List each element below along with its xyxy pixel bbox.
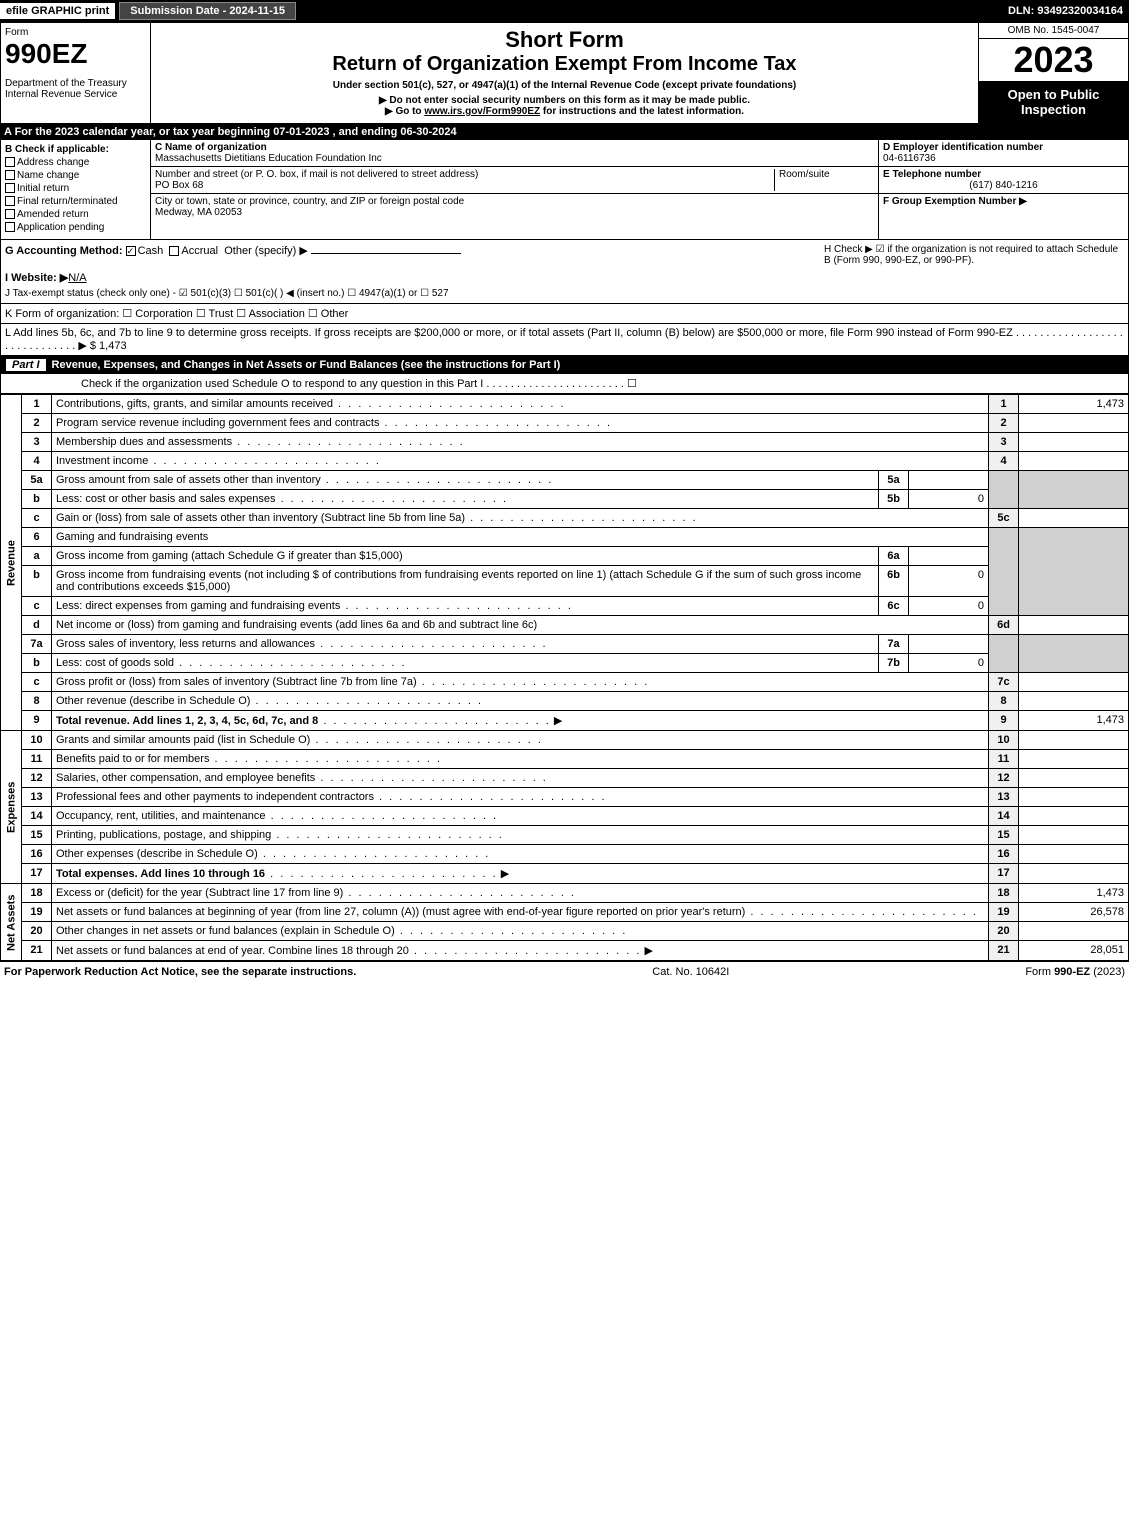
- chk-address[interactable]: Address change: [5, 157, 146, 168]
- street: PO Box 68: [155, 180, 203, 191]
- header-left: Form 990EZ Department of the Treasury In…: [1, 23, 151, 123]
- org-name-row: C Name of organization Massachusetts Die…: [151, 140, 878, 167]
- ein-label: D Employer identification number: [883, 142, 1043, 153]
- city-label: City or town, state or province, country…: [155, 196, 464, 207]
- part1-header: Part I Revenue, Expenses, and Changes in…: [0, 356, 1129, 374]
- chk-accrual[interactable]: [169, 246, 179, 256]
- street-row: Number and street (or P. O. box, if mail…: [151, 167, 878, 194]
- return-title: Return of Organization Exempt From Incom…: [155, 53, 974, 76]
- row-h: H Check ▶ ☑ if the organization is not r…: [824, 244, 1124, 299]
- footer-mid: Cat. No. 10642I: [356, 966, 1025, 978]
- dln: DLN: 93492320034164: [1002, 3, 1129, 19]
- open-inspection: Open to Public Inspection: [979, 81, 1128, 123]
- header-mid: Short Form Return of Organization Exempt…: [151, 23, 978, 123]
- row-k: K Form of organization: ☐ Corporation ☐ …: [0, 304, 1129, 324]
- submission-date: Submission Date - 2024-11-15: [119, 2, 296, 20]
- line1-val: 1,473: [1019, 395, 1129, 414]
- grp-row: F Group Exemption Number ▶: [879, 194, 1128, 209]
- col-c: C Name of organization Massachusetts Die…: [151, 140, 878, 239]
- section-ghij: G Accounting Method: Cash Accrual Other …: [0, 240, 1129, 304]
- expenses-label: Expenses: [1, 731, 22, 884]
- row-l: L Add lines 5b, 6c, and 7b to line 9 to …: [0, 324, 1129, 356]
- omb-number: OMB No. 1545-0047: [979, 23, 1128, 39]
- netassets-label: Net Assets: [1, 884, 22, 961]
- col-d: D Employer identification number 04-6116…: [878, 140, 1128, 239]
- irs-link[interactable]: www.irs.gov/Form990EZ: [424, 106, 540, 117]
- ein: 04-6116736: [883, 153, 936, 164]
- part1-title: Revenue, Expenses, and Changes in Net As…: [52, 359, 561, 371]
- ssn-note: ▶ Do not enter social security numbers o…: [155, 95, 974, 106]
- street-label: Number and street (or P. O. box, if mail…: [155, 169, 478, 180]
- room-label: Room/suite: [779, 169, 830, 180]
- row-a: A For the 2023 calendar year, or tax yea…: [0, 124, 1129, 140]
- chk-amended[interactable]: Amended return: [5, 209, 146, 220]
- revenue-label: Revenue: [1, 395, 22, 731]
- row-i: I Website: ▶N/A: [5, 271, 824, 284]
- form-number: 990EZ: [5, 38, 146, 70]
- short-form-title: Short Form: [155, 27, 974, 53]
- line1-desc: Contributions, gifts, grants, and simila…: [52, 395, 989, 414]
- tel: (617) 840-1216: [883, 180, 1124, 191]
- chk-initial[interactable]: Initial return: [5, 183, 146, 194]
- tax-year: 2023: [979, 39, 1128, 81]
- city-row: City or town, state or province, country…: [151, 194, 878, 220]
- chk-name[interactable]: Name change: [5, 170, 146, 181]
- goto-note: ▶ Go to www.irs.gov/Form990EZ for instru…: [155, 106, 974, 117]
- section-bcd: B Check if applicable: Address change Na…: [0, 140, 1129, 240]
- chk-cash[interactable]: [126, 246, 136, 256]
- efile-label[interactable]: efile GRAPHIC print: [0, 3, 115, 19]
- row-g: G Accounting Method: Cash Accrual Other …: [5, 244, 824, 257]
- footer-right: Form 990-EZ (2023): [1025, 966, 1125, 978]
- col-b: B Check if applicable: Address change Na…: [1, 140, 151, 239]
- header-right: OMB No. 1545-0047 2023 Open to Public In…: [978, 23, 1128, 123]
- form-header: Form 990EZ Department of the Treasury In…: [0, 22, 1129, 124]
- col-b-label: B Check if applicable:: [5, 144, 146, 155]
- part1-table: Revenue 1 Contributions, gifts, grants, …: [0, 394, 1129, 961]
- org-name-label: C Name of organization: [155, 142, 267, 153]
- tel-row: E Telephone number (617) 840-1216: [879, 167, 1128, 194]
- city: Medway, MA 02053: [155, 207, 242, 218]
- grp-label: F Group Exemption Number ▶: [883, 196, 1027, 207]
- org-name: Massachusetts Dietitians Education Found…: [155, 153, 382, 164]
- chk-final[interactable]: Final return/terminated: [5, 196, 146, 207]
- chk-pending[interactable]: Application pending: [5, 222, 146, 233]
- top-bar: efile GRAPHIC print Submission Date - 20…: [0, 0, 1129, 22]
- row-j: J Tax-exempt status (check only one) - ☑…: [5, 288, 824, 299]
- goto-post: for instructions and the latest informat…: [540, 106, 744, 117]
- dept-label: Department of the Treasury Internal Reve…: [5, 78, 146, 100]
- form-label: Form: [5, 27, 146, 38]
- footer-left: For Paperwork Reduction Act Notice, see …: [4, 966, 356, 978]
- ein-row: D Employer identification number 04-6116…: [879, 140, 1128, 167]
- part1-num: Part I: [6, 359, 46, 371]
- footer: For Paperwork Reduction Act Notice, see …: [0, 961, 1129, 982]
- goto-pre: ▶ Go to: [385, 106, 424, 117]
- part1-check: Check if the organization used Schedule …: [0, 374, 1129, 394]
- under-section: Under section 501(c), 527, or 4947(a)(1)…: [155, 80, 974, 91]
- tel-label: E Telephone number: [883, 169, 981, 180]
